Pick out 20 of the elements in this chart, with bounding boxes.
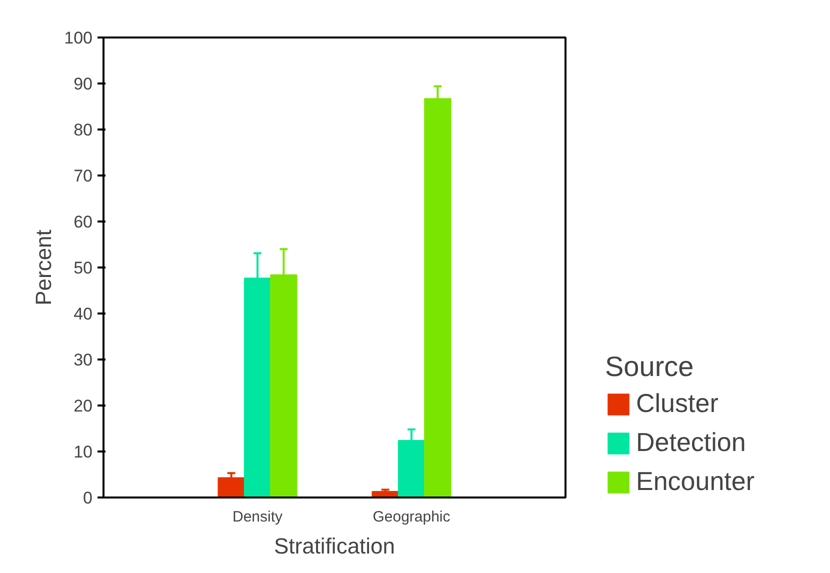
legend-label: Detection: [636, 427, 746, 458]
y-tick-label: 40: [74, 304, 93, 324]
legend-label: Cluster: [636, 388, 718, 419]
x-tick-label: Geographic: [372, 508, 451, 526]
y-axis-title: Percent: [31, 230, 56, 306]
y-tick-label: 0: [83, 488, 93, 508]
legend-title: Source: [605, 351, 695, 383]
y-tick-label: 80: [74, 120, 93, 140]
x-tick-label: Density: [232, 508, 284, 526]
y-tick-label: 60: [74, 212, 93, 232]
y-tick-label: 20: [74, 396, 93, 416]
y-tick-label: 30: [74, 350, 93, 370]
bar: [218, 477, 245, 498]
y-tick-label: 50: [74, 258, 93, 278]
y-tick-label: 90: [74, 74, 93, 94]
y-tick-label: 100: [64, 28, 93, 48]
x-axis-title: Stratification: [274, 534, 396, 558]
legend-label: Encounter: [636, 466, 755, 497]
y-tick-label: 10: [74, 442, 93, 462]
y-tick-label: 70: [74, 166, 93, 186]
